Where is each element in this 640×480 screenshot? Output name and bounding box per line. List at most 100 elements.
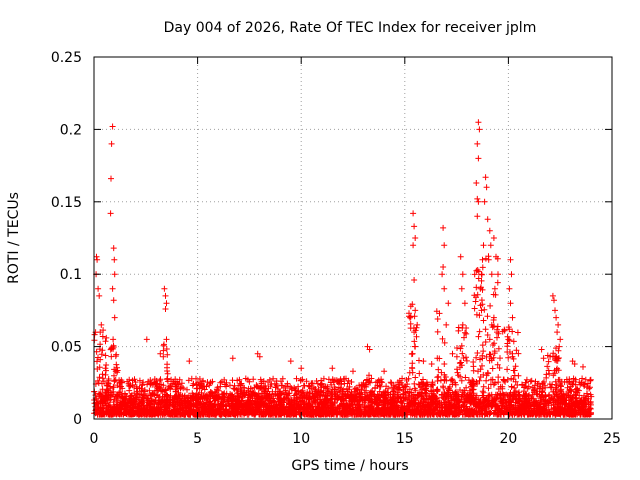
data-point-baseline (293, 375, 300, 382)
data-point-baseline (353, 385, 359, 392)
data-point-baseline (473, 267, 480, 274)
data-point (551, 297, 557, 304)
data-point-baseline (164, 361, 171, 368)
data-point-baseline (463, 330, 470, 337)
data-point-baseline (423, 381, 430, 388)
data-point-baseline (102, 365, 109, 372)
data-point-baseline (461, 390, 468, 397)
data-point-baseline (435, 373, 442, 380)
data-point-baseline (218, 401, 225, 408)
y-tick-label: 0.2 (60, 122, 82, 138)
data-point-baseline (387, 379, 394, 386)
data-point-baseline (157, 376, 164, 383)
data-point-baseline (499, 405, 506, 412)
data-point-baseline (159, 388, 166, 395)
data-point-baseline (454, 345, 460, 351)
data-point-baseline (111, 378, 118, 385)
data-point (474, 213, 481, 220)
data-point-baseline (102, 338, 109, 345)
data-point (555, 321, 562, 328)
data-point-baseline (221, 376, 228, 383)
data-point-baseline (341, 380, 348, 387)
data-point-baseline (486, 357, 493, 364)
y-axis-title: ROTI / TECUs (6, 192, 22, 284)
data-point-baseline (544, 352, 551, 359)
data-point-baseline (470, 363, 477, 370)
chart-title: Day 004 of 2026, Rate Of TEC Index for r… (164, 20, 537, 36)
data-point (480, 242, 487, 249)
data-point (111, 314, 118, 321)
data-point-baseline (574, 389, 581, 396)
data-point-baseline (544, 363, 551, 370)
data-point-baseline (366, 372, 372, 379)
data-point-baseline (510, 338, 517, 345)
data-point (95, 285, 102, 292)
data-point-baseline (499, 383, 506, 390)
data-point-baseline (510, 376, 517, 383)
x-tick-label: 10 (292, 431, 310, 447)
data-point-baseline (423, 382, 430, 389)
data-point (107, 210, 114, 217)
data-point-baseline (514, 329, 521, 336)
data-point-baseline (471, 305, 478, 312)
data-point (479, 256, 486, 263)
data-point-baseline (122, 409, 129, 416)
data-point-baseline (477, 366, 484, 373)
data-point-baseline (531, 407, 538, 414)
data-point-baseline (110, 384, 117, 391)
data-point-baseline (391, 392, 398, 399)
data-point-baseline (466, 387, 473, 394)
data-point-baseline (543, 374, 550, 381)
data-point-baseline (113, 351, 120, 358)
data-point-baseline (411, 380, 418, 387)
data-point (509, 314, 516, 321)
data-point-baseline (92, 392, 99, 399)
data-point (486, 227, 493, 234)
data-point (110, 297, 117, 304)
data-point-baseline (310, 384, 317, 391)
data-point-baseline (346, 386, 352, 393)
data-point-baseline (460, 403, 467, 410)
data-point-baseline (237, 382, 244, 389)
data-point (298, 365, 305, 372)
data-point-baseline (458, 342, 465, 349)
data-point (420, 358, 427, 365)
data-point-baseline (477, 356, 483, 363)
data-point-baseline (412, 387, 419, 394)
data-point-baseline (127, 383, 133, 390)
y-tick-label: 0.25 (51, 50, 82, 66)
data-point-baseline (416, 357, 422, 364)
data-point-baseline (455, 327, 462, 334)
data-point-baseline (99, 333, 106, 340)
data-point-baseline (325, 388, 332, 395)
data-point (94, 256, 101, 263)
data-point-baseline (470, 380, 476, 387)
data-point-baseline (564, 378, 571, 385)
data-point-baseline (318, 377, 325, 384)
data-point-baseline (512, 363, 519, 370)
data-point-baseline (176, 376, 183, 383)
data-point-baseline (156, 384, 163, 391)
data-point (98, 321, 105, 328)
data-point (538, 346, 545, 353)
data-point-baseline (160, 382, 167, 389)
data-point-baseline (454, 366, 460, 373)
data-point-baseline (531, 399, 538, 406)
data-point-baseline (189, 382, 196, 389)
data-point-baseline (124, 378, 131, 385)
data-point-baseline (447, 391, 454, 398)
data-point-baseline (201, 383, 208, 390)
data-point-baseline (587, 405, 594, 412)
data-point-baseline (107, 406, 114, 413)
data-point-baseline (303, 378, 310, 385)
data-point-baseline (511, 384, 518, 391)
data-point-baseline (140, 379, 147, 386)
data-point-baseline (258, 378, 265, 385)
data-point-baseline (279, 375, 286, 382)
data-point-baseline (172, 386, 179, 393)
data-point-baseline (549, 381, 556, 388)
data-point (441, 285, 448, 292)
data-point-baseline (264, 402, 271, 409)
data-point-baseline (151, 376, 158, 383)
data-point-baseline (554, 365, 561, 372)
